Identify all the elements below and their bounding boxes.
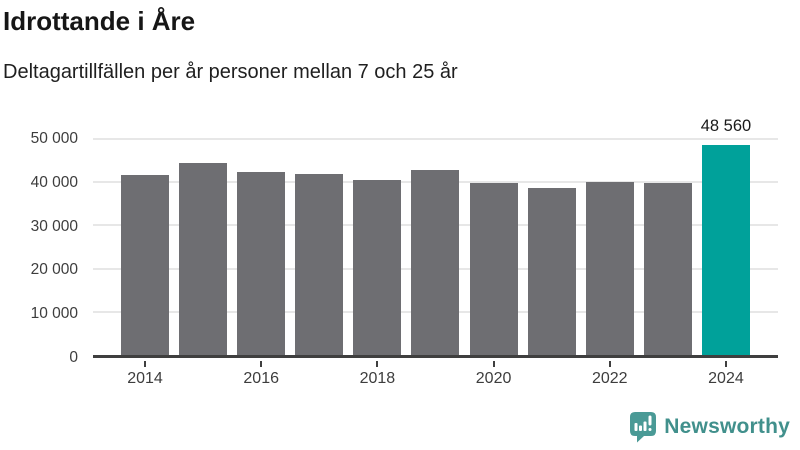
bar-2024: 48 560 <box>701 117 751 355</box>
x-slot-2016: 2016 <box>237 361 285 388</box>
x-slot-2017 <box>295 361 343 388</box>
highlight-value-label: 48 560 <box>700 117 752 136</box>
bar-2021 <box>527 187 576 355</box>
y-tick-label-40000: 40 000 <box>30 173 78 191</box>
bar-2016 <box>237 171 286 355</box>
y-tick-label-0: 0 <box>69 349 78 366</box>
bar-2022 <box>585 182 634 355</box>
bars-container: 48 560 <box>121 117 751 355</box>
page-title: Idrottande i Åre <box>3 6 196 36</box>
x-tick-label-2022: 2022 <box>591 370 628 387</box>
x-tick-2024 <box>724 361 727 367</box>
bar-2014 <box>121 175 169 355</box>
plot-area: 48 560 <box>93 117 778 358</box>
y-tick-label-10000: 10 000 <box>30 305 78 323</box>
bar-2020 <box>469 182 518 355</box>
x-tick-label-2014: 2014 <box>127 370 163 387</box>
x-tick-label-2020: 2020 <box>475 370 512 387</box>
x-tick-2022 <box>608 361 611 367</box>
x-tick-label-2016: 2016 <box>243 370 279 387</box>
gridline-50000 <box>93 138 778 140</box>
x-tick-2020 <box>492 361 495 367</box>
bar-2023 <box>643 182 692 355</box>
x-slot-2014: 2014 <box>121 361 169 388</box>
newsworthy-speech-bubble-chart-icon <box>630 412 657 443</box>
x-tick-label-2018: 2018 <box>359 370 396 387</box>
x-tick-label-2024: 2024 <box>708 370 744 387</box>
newsworthy-logo: Newsworthy <box>629 411 790 443</box>
x-slot-2015 <box>179 361 227 388</box>
chart-subtitle: Deltagartillfällen per år personer mella… <box>3 61 458 83</box>
newsworthy-logo-text: Newsworthy <box>664 415 790 438</box>
x-axis: 2014 2016 2018 2020 2022 2024 <box>121 361 750 388</box>
x-slot-2021 <box>528 361 576 388</box>
x-slot-2024: 2024 <box>702 361 750 388</box>
x-slot-2018: 2018 <box>353 361 401 388</box>
x-slot-2020: 2020 <box>470 361 518 388</box>
x-slot-2022: 2022 <box>586 361 634 388</box>
bar-2017 <box>295 174 344 355</box>
x-tick-2018 <box>376 361 379 367</box>
bar-2019 <box>411 170 460 355</box>
x-slot-2023 <box>644 361 692 388</box>
bar-2018 <box>353 179 402 355</box>
y-tick-label-30000: 30 000 <box>30 217 78 235</box>
x-slot-2019 <box>411 361 459 388</box>
bar-2015 <box>179 162 228 355</box>
x-tick-2016 <box>260 361 263 367</box>
x-tick-2014 <box>144 361 146 367</box>
y-tick-label-20000: 20 000 <box>30 261 78 279</box>
y-tick-label-50000: 50 000 <box>30 130 78 147</box>
